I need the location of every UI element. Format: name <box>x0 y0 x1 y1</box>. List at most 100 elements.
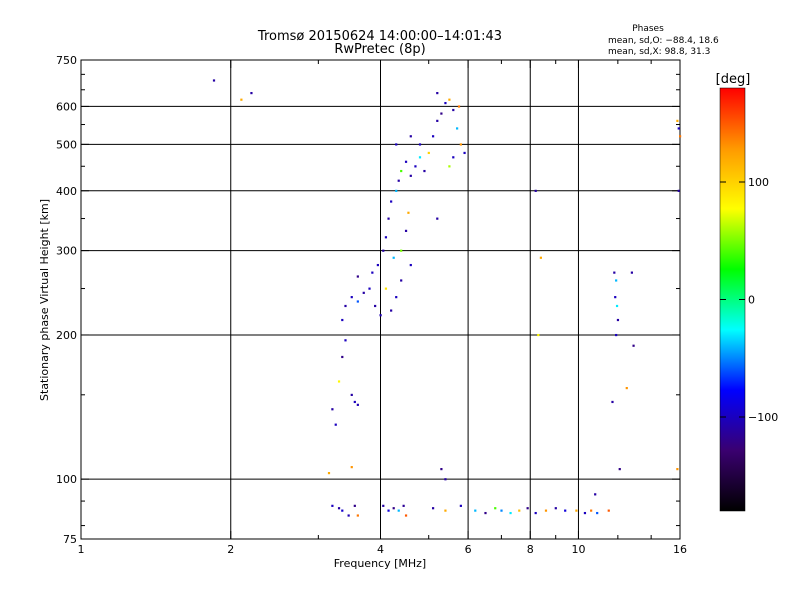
x-tick-label: 10 <box>571 543 585 556</box>
data-point <box>427 151 430 155</box>
data-point <box>404 160 408 163</box>
data-point <box>341 509 344 512</box>
data-point <box>615 279 618 282</box>
data-point <box>327 472 331 475</box>
data-point <box>374 304 377 308</box>
data-point <box>534 511 537 515</box>
data-point <box>212 79 216 82</box>
data-point <box>362 291 365 294</box>
data-point <box>387 217 390 220</box>
data-point <box>440 112 443 115</box>
y-tick-label: 750 <box>56 54 77 67</box>
data-point <box>341 355 344 359</box>
data-point <box>384 236 388 239</box>
data-point <box>371 271 374 274</box>
data-point <box>390 200 393 203</box>
data-point <box>376 263 379 267</box>
y-tick-label: 300 <box>56 245 77 258</box>
data-point <box>575 509 578 512</box>
data-point <box>463 151 466 155</box>
data-point <box>347 514 350 517</box>
data-point <box>440 468 443 471</box>
data-point <box>350 393 353 397</box>
data-point <box>402 504 405 507</box>
data-point <box>356 403 359 406</box>
data-point <box>613 271 616 274</box>
chart-title-line1: Tromsø 20150624 14:00:00–14:01:43 <box>257 29 502 44</box>
data-point <box>677 127 680 130</box>
colorbar-tick-label: −100 <box>748 411 778 424</box>
data-point <box>356 514 359 517</box>
x-tick-label: 8 <box>527 543 534 556</box>
data-point <box>407 211 410 214</box>
data-point <box>353 504 356 507</box>
data-point <box>615 333 618 337</box>
data-point <box>509 511 512 515</box>
data-point <box>494 507 497 510</box>
data-point <box>615 304 619 308</box>
data-point <box>382 504 385 507</box>
x-tick-label: 16 <box>673 543 687 556</box>
data-point <box>474 509 477 512</box>
data-point <box>564 509 567 512</box>
data-point <box>544 509 548 512</box>
data-point <box>337 507 341 510</box>
data-point <box>436 119 439 122</box>
data-point <box>418 156 422 159</box>
data-point <box>384 287 388 290</box>
x-tick-label: 6 <box>465 543 472 556</box>
data-point <box>353 400 356 404</box>
data-point <box>457 105 461 108</box>
data-point <box>500 509 503 512</box>
y-tick-label: 200 <box>56 329 77 342</box>
data-point <box>341 318 344 322</box>
stats-line-o: mean, sd,O: −88.4, 18.6 <box>608 36 719 46</box>
data-point <box>594 493 597 496</box>
data-point <box>618 468 621 471</box>
data-point <box>368 287 371 290</box>
data-point <box>616 318 620 322</box>
colorbar-ticks: 100 0 −100 <box>720 176 778 424</box>
data-point <box>448 98 451 101</box>
data-point <box>630 271 633 274</box>
data-point <box>625 386 628 390</box>
chart-title-line2: RwPretec (8p) <box>334 42 425 57</box>
data-point <box>400 169 403 173</box>
data-point <box>395 296 398 299</box>
data-point <box>404 229 408 232</box>
data-point <box>459 504 462 507</box>
y-axis-label: Stationary phase Virtual Height [km] <box>38 199 51 401</box>
data-point <box>534 189 537 192</box>
data-point <box>397 179 400 182</box>
data-point <box>392 507 395 510</box>
x-axis-label: Frequency [MHz] <box>334 557 426 570</box>
data-point <box>395 189 398 192</box>
data-points <box>212 79 682 517</box>
data-point <box>484 511 487 515</box>
data-point <box>611 400 614 404</box>
y-tick-label: 100 <box>56 473 77 486</box>
data-point <box>448 165 451 168</box>
data-point <box>390 309 393 312</box>
data-point <box>356 300 359 303</box>
data-point <box>395 143 398 146</box>
data-point <box>400 249 403 252</box>
data-point <box>583 511 587 515</box>
data-point <box>344 339 347 342</box>
gridlines <box>81 60 680 539</box>
data-point <box>607 509 610 512</box>
data-point <box>436 217 439 220</box>
data-point <box>404 514 408 517</box>
data-point <box>539 256 542 259</box>
data-point <box>444 101 447 105</box>
data-point <box>452 156 455 159</box>
colorbar-tick-label: 0 <box>748 294 755 307</box>
data-point <box>331 504 334 507</box>
data-point <box>331 408 334 411</box>
data-point <box>400 279 403 282</box>
data-point <box>677 189 680 192</box>
data-point <box>392 256 395 259</box>
data-point <box>379 314 382 317</box>
data-point <box>444 478 447 481</box>
